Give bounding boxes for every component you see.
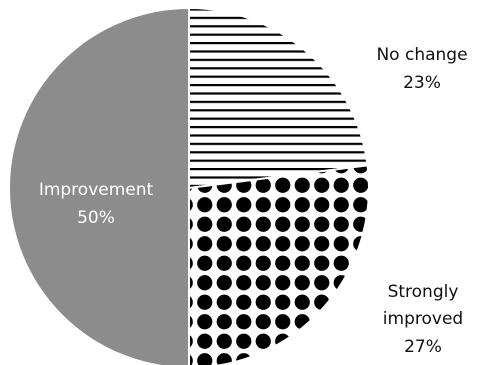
slice-value-no-change: 23%	[403, 73, 441, 93]
pie-slices	[8, 6, 370, 365]
slice-value-strongly-improved: 27%	[404, 337, 442, 357]
pie-slice-strongly-improved	[188, 164, 370, 365]
slice-label-no-change: No change	[376, 45, 467, 65]
pie-slice-no-change	[188, 6, 369, 190]
pie-slice-improvement	[8, 6, 190, 365]
slice-label-improvement: Improvement	[39, 180, 154, 200]
pie-labels: Improvement 50% No change 23% Strongly im…	[39, 45, 468, 357]
slice-value-improvement: 50%	[77, 208, 115, 228]
slice-label-strongly-improved: Strongly improved	[383, 282, 463, 329]
